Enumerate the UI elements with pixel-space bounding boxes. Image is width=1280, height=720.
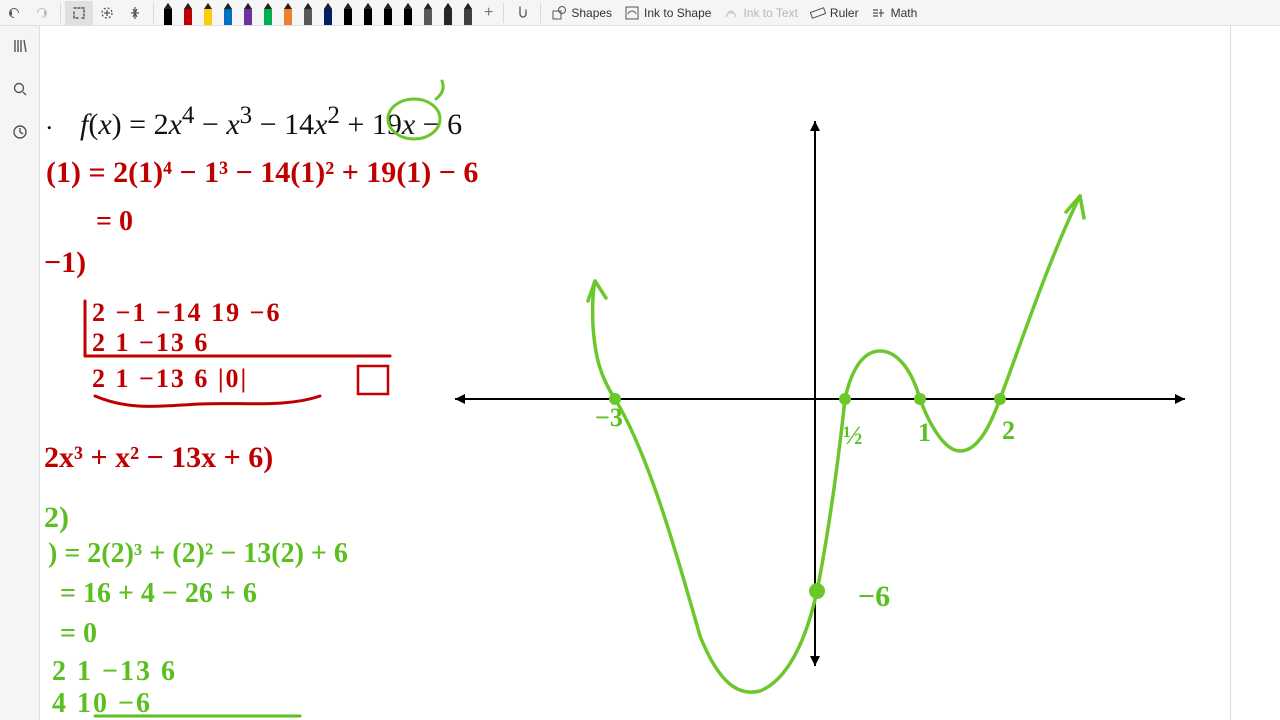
ink-to-shape-button[interactable]: Ink to Shape — [618, 1, 717, 25]
pen-2[interactable] — [198, 1, 218, 25]
hand-red-syn-top: 2 −1 −14 19 −6 — [92, 298, 281, 328]
pen-13[interactable] — [418, 1, 438, 25]
pen-9[interactable] — [338, 1, 358, 25]
pen-3[interactable] — [218, 1, 238, 25]
problem-bullet: . — [46, 106, 53, 136]
hand-green-syn2: 4 10 −6 — [52, 688, 152, 720]
svg-text:1: 1 — [918, 418, 931, 447]
undo-icon — [6, 5, 22, 21]
ruler-button[interactable]: Ruler — [804, 1, 865, 25]
pen-12[interactable] — [398, 1, 418, 25]
shapes-icon — [551, 5, 567, 21]
ruler-label: Ruler — [830, 6, 859, 20]
hand-green-head: 2) — [44, 501, 69, 535]
ink-to-text-label: Ink to Text — [743, 6, 797, 20]
library-button[interactable] — [12, 38, 28, 59]
library-icon — [12, 38, 28, 54]
lasso-select-button[interactable] — [65, 1, 93, 25]
shapes-button[interactable]: Shapes — [545, 1, 618, 25]
pen-11[interactable] — [378, 1, 398, 25]
hand-red-syn-bot: 2 1 −13 6 |0| — [92, 364, 248, 394]
canvas[interactable]: . f(x) = 2x4 − x3 − 14x2 + 19x − 6 (1) =… — [40, 26, 1230, 720]
pen-4[interactable] — [238, 1, 258, 25]
add-pen-button[interactable]: + — [478, 1, 499, 25]
pen-10[interactable] — [358, 1, 378, 25]
ruler-icon — [810, 5, 826, 21]
problem-formula: f(x) = 2x4 − x3 − 14x2 + 19x − 6 — [80, 102, 462, 142]
hand-red-line1: (1) = 2(1)⁴ − 1³ − 14(1)² + 19(1) − 6 — [46, 156, 478, 190]
svg-text:−6: −6 — [858, 580, 890, 613]
plus-icon: + — [484, 4, 493, 22]
hand-red-syn-mid: 2 1 −13 6 — [92, 328, 209, 358]
pen-5[interactable] — [258, 1, 278, 25]
hand-red-line3: −1) — [44, 246, 86, 280]
eraser-icon — [127, 5, 143, 21]
shapes-label: Shapes — [571, 6, 612, 20]
hand-green-l3: = 0 — [60, 618, 97, 650]
insert-space-icon — [99, 5, 115, 21]
pen-6[interactable] — [278, 1, 298, 25]
pen-8[interactable] — [318, 1, 338, 25]
hand-green-l2: = 16 + 4 − 26 + 6 — [60, 578, 257, 610]
pen-7[interactable] — [298, 1, 318, 25]
toolbar-separator — [153, 3, 154, 23]
hand-green-l1: ) = 2(2)³ + (2)² − 13(2) + 6 — [48, 538, 348, 570]
search-icon — [12, 81, 28, 97]
math-label: Math — [891, 6, 918, 20]
eraser-button[interactable] — [121, 1, 149, 25]
insert-space-button[interactable] — [93, 1, 121, 25]
history-icon — [12, 124, 28, 140]
redo-icon — [34, 5, 50, 21]
pen-1[interactable] — [178, 1, 198, 25]
touch-draw-button[interactable] — [508, 1, 536, 25]
page-edge — [1230, 26, 1231, 720]
pen-0[interactable] — [158, 1, 178, 25]
lasso-icon — [71, 5, 87, 21]
search-button[interactable] — [12, 81, 28, 102]
math-icon — [871, 5, 887, 21]
toolbar: + Shapes Ink to Shape Ink to Text Ruler … — [0, 0, 1280, 26]
left-rail — [0, 26, 40, 720]
undo-button[interactable] — [0, 1, 28, 25]
ink-to-shape-icon — [624, 5, 640, 21]
pen-gallery — [158, 1, 478, 25]
hand-red-line2: = 0 — [96, 206, 133, 238]
svg-text:½: ½ — [843, 421, 863, 450]
pen-15[interactable] — [458, 1, 478, 25]
redo-button[interactable] — [28, 1, 56, 25]
ink-to-text-button[interactable]: Ink to Text — [717, 1, 803, 25]
svg-text:−3: −3 — [595, 403, 623, 432]
ink-to-shape-label: Ink to Shape — [644, 6, 711, 20]
toolbar-separator — [503, 3, 504, 23]
hand-red-quotient: 2x³ + x² − 13x + 6) — [44, 441, 273, 475]
ink-to-text-icon — [723, 5, 739, 21]
history-button[interactable] — [12, 124, 28, 145]
touch-icon — [514, 5, 530, 21]
math-button[interactable]: Math — [865, 1, 924, 25]
toolbar-separator — [540, 3, 541, 23]
pen-14[interactable] — [438, 1, 458, 25]
hand-green-syn1: 2 1 −13 6 — [52, 656, 177, 688]
toolbar-separator — [60, 3, 61, 23]
svg-text:2: 2 — [1002, 416, 1015, 445]
